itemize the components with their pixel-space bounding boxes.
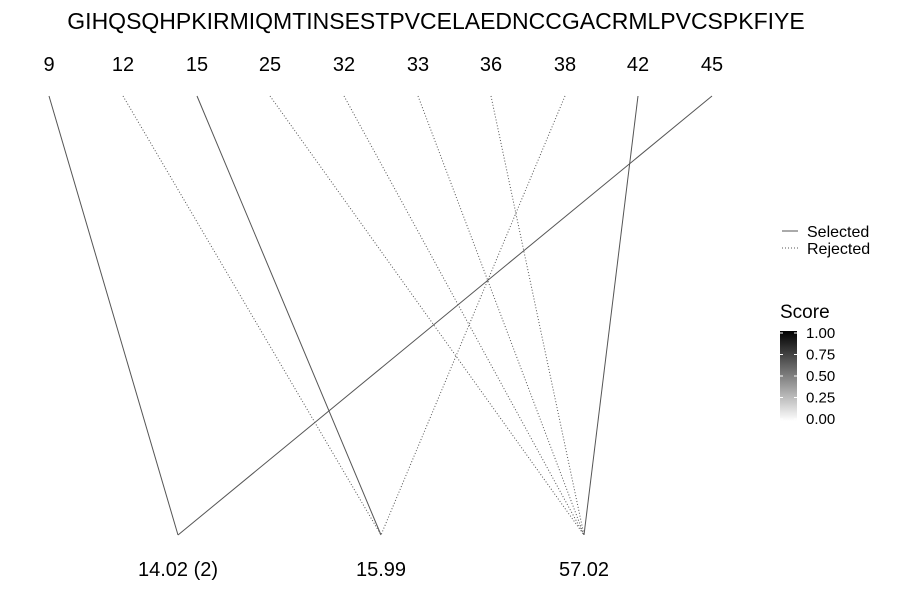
score-tick-label: 0.50 [806,368,835,385]
position-label: 9 [43,54,54,76]
score-tick-label: 1.00 [806,325,835,342]
score-legend: Score 1.00 0.75 0.50 0.25 0.00 [780,302,835,428]
mass-labels: 14.02 (2) 15.99 57.02 [138,559,609,581]
score-title: Score [780,302,830,323]
line-type-legend: Selected Rejected [782,224,870,258]
position-label: 38 [554,54,576,76]
sequence-text: GIHQSQHPKIRMIQMTINSESTPVCELAEDNCCGACRMLP… [67,8,804,34]
position-label: 25 [259,54,281,76]
position-label: 45 [701,54,723,76]
position-label: 15 [186,54,208,76]
rejected-link-line [269,95,585,536]
score-tick-label: 0.25 [806,390,835,407]
selected-link-line [177,95,713,536]
score-ticks: 1.00 0.75 0.50 0.25 0.00 [780,325,835,428]
position-label: 36 [480,54,502,76]
rejected-link-line [380,95,566,536]
rejected-link-line [343,95,585,536]
position-label: 42 [627,54,649,76]
rejected-link-line [122,95,382,536]
mass-label: 15.99 [356,559,406,581]
selected-link-line [196,95,382,536]
score-tick-label: 0.00 [806,411,835,428]
selected-link-line [48,95,179,536]
selected-link-line [583,95,639,536]
score-colorbar [780,331,797,421]
mass-label: 14.02 (2) [138,559,218,581]
position-labels: 9 12 15 25 32 33 36 38 42 45 [43,54,723,76]
score-tick-label: 0.75 [806,347,835,364]
position-label: 32 [333,54,355,76]
legend-selected-label: Selected [807,224,869,241]
link-lines [48,95,713,536]
mass-label: 57.02 [559,559,609,581]
legend-rejected-label: Rejected [807,241,870,258]
position-label: 12 [112,54,134,76]
rejected-link-line [417,95,585,536]
position-label: 33 [407,54,429,76]
